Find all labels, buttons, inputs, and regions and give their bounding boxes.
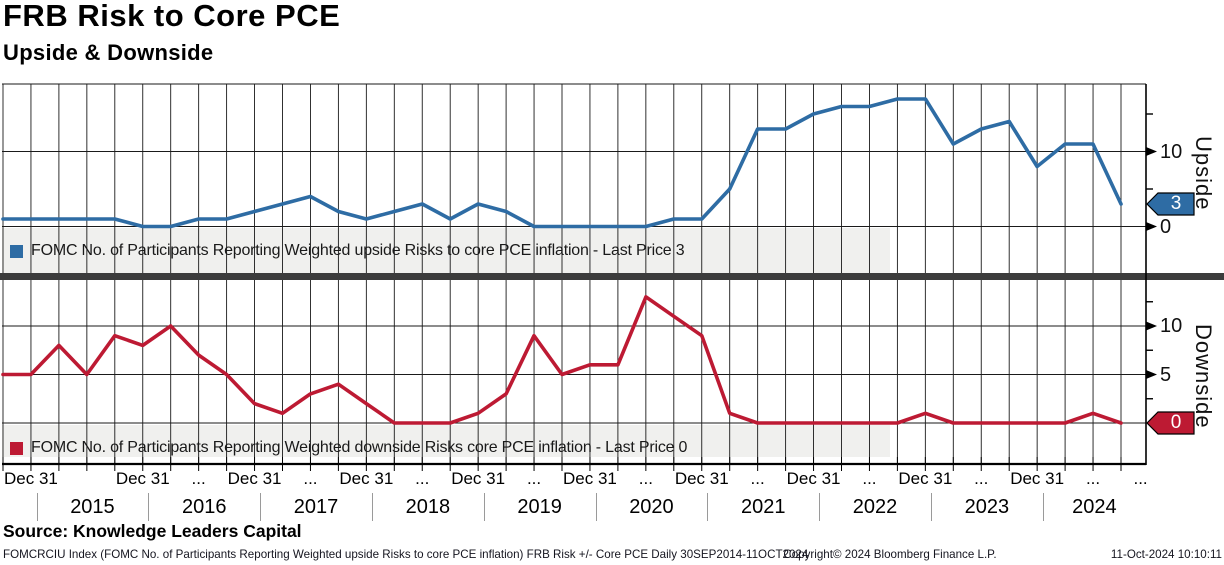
x-tick-label: Dec 31 <box>563 469 617 488</box>
downside-line <box>1 295 1123 425</box>
year-label: 2023 <box>964 496 1010 518</box>
downside-legend-label: FOMC No. of Participants Reporting Weigh… <box>31 439 688 456</box>
year-label: 2024 <box>1072 496 1117 518</box>
year-label: 2019 <box>517 496 562 518</box>
x-tick-label: ... <box>415 469 430 488</box>
downside-last-price-badge: 0 <box>1170 412 1182 433</box>
x-tick-label: ... <box>1085 469 1101 488</box>
year-label: 2015 <box>70 496 115 518</box>
year-label: 2022 <box>852 496 898 518</box>
downside-legend: FOMC No. of Participants Reporting Weigh… <box>10 435 687 461</box>
year-separator <box>260 493 262 521</box>
year-separator <box>707 493 709 521</box>
x-tick-label: Dec 31 <box>451 469 506 488</box>
upside-legend-label: FOMC No. of Participants Reporting Weigh… <box>31 242 685 259</box>
x-tick-label: ... <box>862 469 877 488</box>
x-tick-label: Dec 31 <box>227 469 282 488</box>
year-separator <box>371 493 373 521</box>
x-tick-label: ... <box>526 469 542 488</box>
x-tick-label: Dec 31 <box>339 469 394 488</box>
upside-axis-title: Upside <box>1191 136 1216 211</box>
year-separator <box>1042 493 1044 521</box>
page-title: FRB Risk to Core PCE <box>3 0 341 33</box>
x-tick-label: Dec 31 <box>4 469 58 488</box>
x-tick-label: Dec 31 <box>898 469 953 488</box>
year-separator <box>930 493 932 521</box>
upside-legend: FOMC No. of Participants Reporting Weigh… <box>10 238 685 264</box>
x-tick-label: Dec 31 <box>115 469 170 488</box>
upside-ytick-label: 10 <box>1160 140 1183 163</box>
upside-ytick-label: 0 <box>1160 215 1172 238</box>
upside-legend-marker-icon <box>10 244 23 258</box>
downside-axis-title: Downside <box>1191 324 1216 429</box>
x-tick-label: ... <box>638 469 653 488</box>
downside-ytick-label: 5 <box>1160 363 1172 386</box>
x-tick-label: ... <box>303 469 318 488</box>
upside-last-price-badge: 3 <box>1170 193 1182 214</box>
source-line: Source: Knowledge Leaders Capital <box>3 521 302 541</box>
x-tick-label: Dec 31 <box>1010 469 1065 488</box>
upside-line <box>1 97 1123 229</box>
year-label: 2018 <box>405 496 451 518</box>
year-separator <box>819 493 821 521</box>
footer-copyright: Copyright© 2024 Bloomberg Finance L.P. <box>783 548 997 561</box>
x-tick-label: Dec 31 <box>674 469 729 488</box>
year-label: 2021 <box>740 496 786 518</box>
year-separator <box>483 493 485 521</box>
year-label: 2017 <box>293 496 339 518</box>
downside-badge-shape <box>1146 411 1195 435</box>
downside-legend-marker-icon <box>10 441 23 455</box>
x-tick-label: ... <box>750 469 765 488</box>
year-label: 2016 <box>181 496 227 518</box>
x-tick-label: ... <box>974 469 989 488</box>
footer-description: FOMCRCIU Index (FOMC No. of Participants… <box>3 548 809 561</box>
downside-ytick-label: 10 <box>1160 315 1183 337</box>
x-tick-label: Dec 31 <box>786 469 841 488</box>
x-tick-label: ... <box>191 469 206 488</box>
page-subtitle: Upside & Downside <box>3 40 214 65</box>
x-tick-label: ... <box>1133 469 1148 488</box>
year-separator <box>595 493 597 521</box>
upside-badge-shape <box>1146 192 1195 216</box>
year-label: 2020 <box>629 496 674 518</box>
year-separator <box>36 493 38 521</box>
footer-timestamp: 11-Oct-2024 10:10:11 <box>1110 548 1222 561</box>
year-separator <box>148 493 150 521</box>
